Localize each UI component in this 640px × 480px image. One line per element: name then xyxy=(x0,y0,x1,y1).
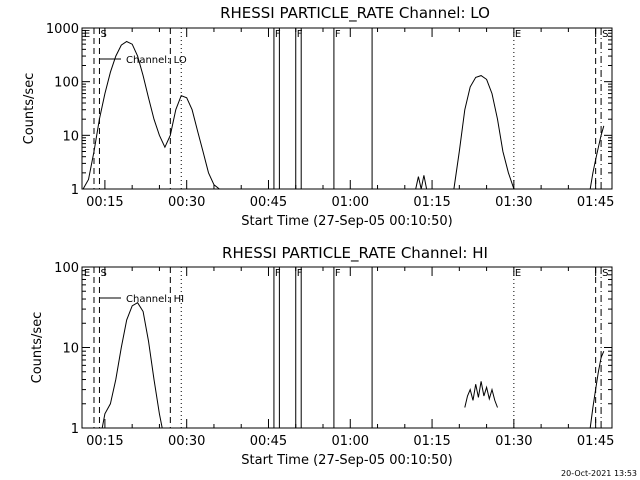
event-label: E xyxy=(515,29,521,40)
event-label: E xyxy=(84,268,90,279)
x-tick-label: 00:45 xyxy=(250,195,287,210)
x-tick-label: 01:30 xyxy=(495,195,532,210)
y-tick-label: 10 xyxy=(62,129,79,144)
y-axis-label: Counts/sec xyxy=(30,312,45,384)
x-tick-label: 00:15 xyxy=(86,434,123,449)
x-tick-label: 00:30 xyxy=(168,434,205,449)
plot-frame xyxy=(81,27,613,190)
series-line xyxy=(464,381,498,408)
y-tick-label: 1 xyxy=(71,422,79,437)
y-tick-label: 10 xyxy=(62,342,79,357)
event-label: F xyxy=(335,268,341,279)
event-label: F xyxy=(275,268,281,279)
y-axis-label: Counts/sec xyxy=(22,73,37,145)
legend-label: Channel: LO xyxy=(126,55,187,66)
y-tick-label: 100 xyxy=(54,76,79,91)
series-line xyxy=(82,40,220,190)
legend-label: Channel: HI xyxy=(126,294,184,305)
y-tick-label: 1000 xyxy=(46,22,79,37)
event-label: E xyxy=(84,29,90,40)
x-tick-label: 01:15 xyxy=(413,195,450,210)
chart-panel-1: RHESSI PARTICLE_RATE Channel: LO 1 10 100 10… xyxy=(22,4,614,229)
chart-title: RHESSI PARTICLE_RATE Channel: LO xyxy=(220,4,490,23)
event-label: S xyxy=(100,268,106,279)
x-tick-label: 01:15 xyxy=(413,434,450,449)
x-tick-label: 01:45 xyxy=(577,195,614,210)
chart-panel-2: RHESSI PARTICLE_RATE Channel: HI 1 10 100 00… xyxy=(30,244,614,468)
y-tick-label: 1 xyxy=(71,183,79,198)
event-label: F xyxy=(297,268,303,279)
series-line xyxy=(101,302,163,429)
footer-timestamp: 20-Oct-2021 13:53 xyxy=(561,469,637,478)
chart-title: RHESSI PARTICLE_RATE Channel: HI xyxy=(222,244,488,263)
event-label: S xyxy=(602,268,608,279)
x-axis-label: Start Time (27-Sep-05 00:10:50) xyxy=(241,453,452,468)
x-tick-label: 01:00 xyxy=(332,195,369,210)
event-label: S xyxy=(602,29,608,40)
x-tick-label: 00:15 xyxy=(86,195,123,210)
event-label: F xyxy=(335,29,341,40)
x-axis-label: Start Time (27-Sep-05 00:10:50) xyxy=(241,214,452,229)
series-line xyxy=(453,75,515,190)
series-line xyxy=(589,351,605,429)
series-line xyxy=(415,175,428,190)
series-line xyxy=(589,125,605,190)
event-label: F xyxy=(275,29,281,40)
y-tick-label: 100 xyxy=(54,261,79,276)
x-tick-label: 01:30 xyxy=(495,434,532,449)
event-label: F xyxy=(297,29,303,40)
x-tick-label: 01:00 xyxy=(332,434,369,449)
x-tick-label: 00:30 xyxy=(168,195,205,210)
event-label: S xyxy=(100,29,106,40)
x-tick-label: 01:45 xyxy=(577,434,614,449)
plot-frame xyxy=(81,266,613,429)
x-tick-label: 00:45 xyxy=(250,434,287,449)
event-label: E xyxy=(515,268,521,279)
